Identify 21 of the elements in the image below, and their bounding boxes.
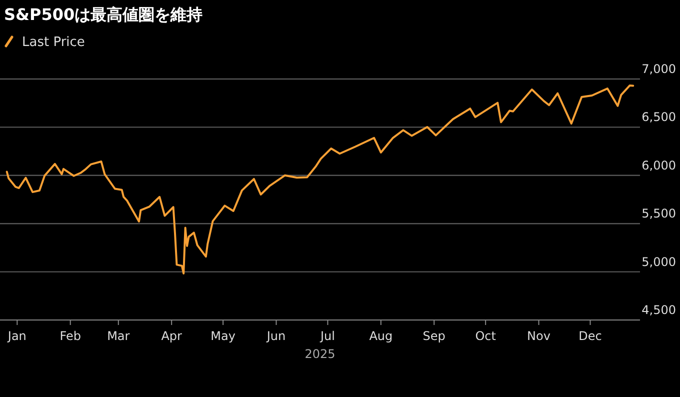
y-tick-label: 6,500 [642, 110, 676, 124]
legend-label: Last Price [22, 35, 85, 50]
x-tick-label: Dec [578, 329, 602, 343]
x-tick-label: Apr [161, 329, 182, 343]
y-tick-label: 4,500 [642, 303, 676, 317]
x-tick-label: Nov [527, 329, 550, 343]
x-tick-label: Sep [422, 329, 446, 343]
x-tick-label: Mar [107, 329, 130, 343]
y-tick-label: 6,000 [642, 158, 676, 172]
chart-title: S&P500は最高値圏を維持 [4, 5, 203, 24]
x-tick-label: Jun [266, 329, 286, 343]
x-tick-label: Oct [475, 329, 496, 343]
x-axis-title: 2025 [304, 347, 336, 361]
x-tick-label: May [210, 329, 236, 343]
y-tick-label: 7,000 [642, 62, 676, 76]
x-tick-label: Feb [60, 329, 81, 343]
x-tick-label: Aug [369, 329, 393, 343]
x-tick-label: Jul [319, 329, 335, 343]
x-tick-label: Jan [6, 329, 26, 343]
y-tick-label: 5,000 [642, 254, 676, 269]
y-tick-label: 5,500 [642, 206, 676, 221]
